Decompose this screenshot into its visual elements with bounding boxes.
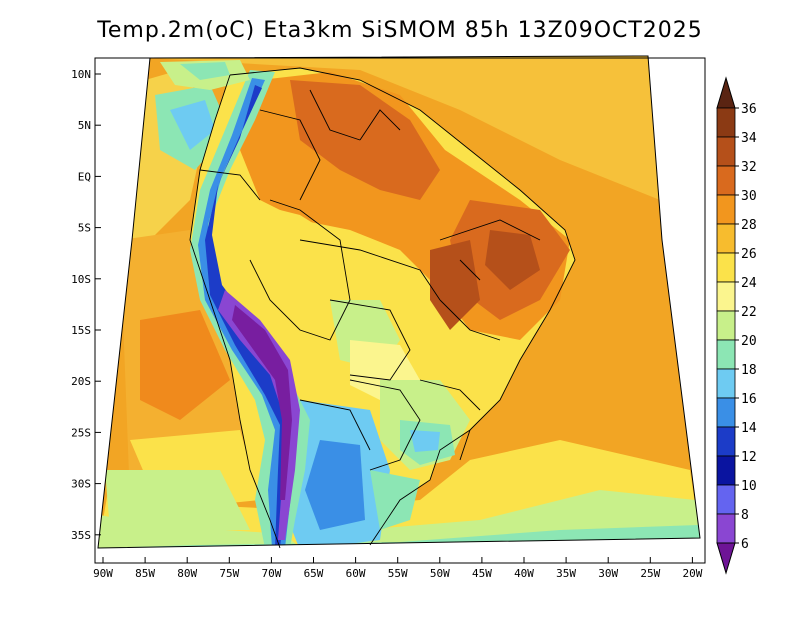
colorbar-label: 10	[741, 479, 757, 494]
lon-tick-label: 20W	[682, 567, 702, 580]
colorbar-swatch	[716, 397, 736, 428]
lon-tick-label: 30W	[598, 567, 618, 580]
colorbar-label: 24	[741, 276, 757, 291]
colorbar-label: 36	[741, 102, 757, 117]
colorbar-swatch	[716, 223, 736, 254]
lon-tick-label: 80W	[177, 567, 197, 580]
colorbar-label: 20	[741, 334, 757, 349]
colorbar-swatch	[716, 281, 736, 312]
lon-tick-label: 60W	[346, 567, 366, 580]
colorbar-swatch	[716, 107, 736, 138]
lat-tick-label: 20S	[71, 375, 91, 388]
domain-border	[97, 55, 701, 549]
lon-tick-label: 50W	[430, 567, 450, 580]
colorbar-label: 12	[741, 450, 757, 465]
colorbar-swatch	[716, 165, 736, 196]
colorbar-bottom-arrow	[716, 542, 736, 575]
colorbar-swatch	[716, 310, 736, 341]
colorbar-swatch	[716, 194, 736, 225]
country-borders	[189, 67, 576, 549]
lat-tick-label: EQ	[78, 170, 91, 183]
lon-tick-label: 45W	[472, 567, 492, 580]
colorbar-swatch	[716, 455, 736, 486]
plot-frame	[94, 57, 706, 564]
lat-tick-label: 10N	[71, 68, 91, 81]
colorbar-top-arrow	[716, 76, 736, 109]
lon-tick-label: 55W	[388, 567, 408, 580]
lat-tick-label: 15S	[71, 324, 91, 337]
colorbar-swatch	[716, 136, 736, 167]
lat-tick-label: 5S	[78, 222, 91, 235]
colorbar-swatch	[716, 368, 736, 399]
lat-tick-label: 35S	[71, 529, 91, 542]
colorbar-swatch	[716, 426, 736, 457]
lon-tick-label: 65W	[304, 567, 324, 580]
lat-tick-label: 25S	[71, 426, 91, 439]
colorbar-label: 18	[741, 363, 757, 378]
colorbar-label: 26	[741, 247, 757, 262]
colorbar-label: 6	[741, 537, 749, 552]
lon-tick-label: 70W	[261, 567, 281, 580]
colorbar-swatch	[716, 252, 736, 283]
colorbar-label: 16	[741, 392, 757, 407]
chart-title: Temp.2m(oC) Eta3km SiSMOM 85h 13Z09OCT20…	[97, 18, 703, 43]
lon-tick-label: 90W	[93, 567, 113, 580]
lon-tick-label: 35W	[556, 567, 576, 580]
colorbar-label: 34	[741, 131, 757, 146]
lon-tick-label: 75W	[219, 567, 239, 580]
colorbar-label: 28	[741, 218, 757, 233]
lat-tick-label: 30S	[71, 478, 91, 491]
temperature-field	[98, 56, 700, 548]
lat-tick-label: 10S	[71, 273, 91, 286]
longitude-axis: 90W 85W 80W 75W 70W 65W 60W 55W 50W 45W 40W 35W 30W 2…	[93, 557, 703, 580]
colorbar-swatch	[716, 513, 736, 544]
colorbar-swatch	[716, 339, 736, 370]
lat-tick-label: 5N	[78, 119, 91, 132]
lon-tick-label: 40W	[514, 567, 534, 580]
colorbar-label: 32	[741, 160, 757, 175]
colorbar-swatch	[716, 484, 736, 515]
colorbar: 36 34 32 30 28 26 24 22 20 18 16 14 12 10 8 6	[716, 76, 757, 575]
lon-tick-label: 85W	[135, 567, 155, 580]
lon-tick-label: 25W	[640, 567, 660, 580]
latitude-axis: 10N 5N EQ 5S 10S 15S 20S 25S 30S 35S	[71, 68, 101, 542]
colorbar-label: 14	[741, 421, 757, 436]
colorbar-label: 30	[741, 189, 757, 204]
colorbar-label: 8	[741, 508, 749, 523]
colorbar-label: 22	[741, 305, 757, 320]
